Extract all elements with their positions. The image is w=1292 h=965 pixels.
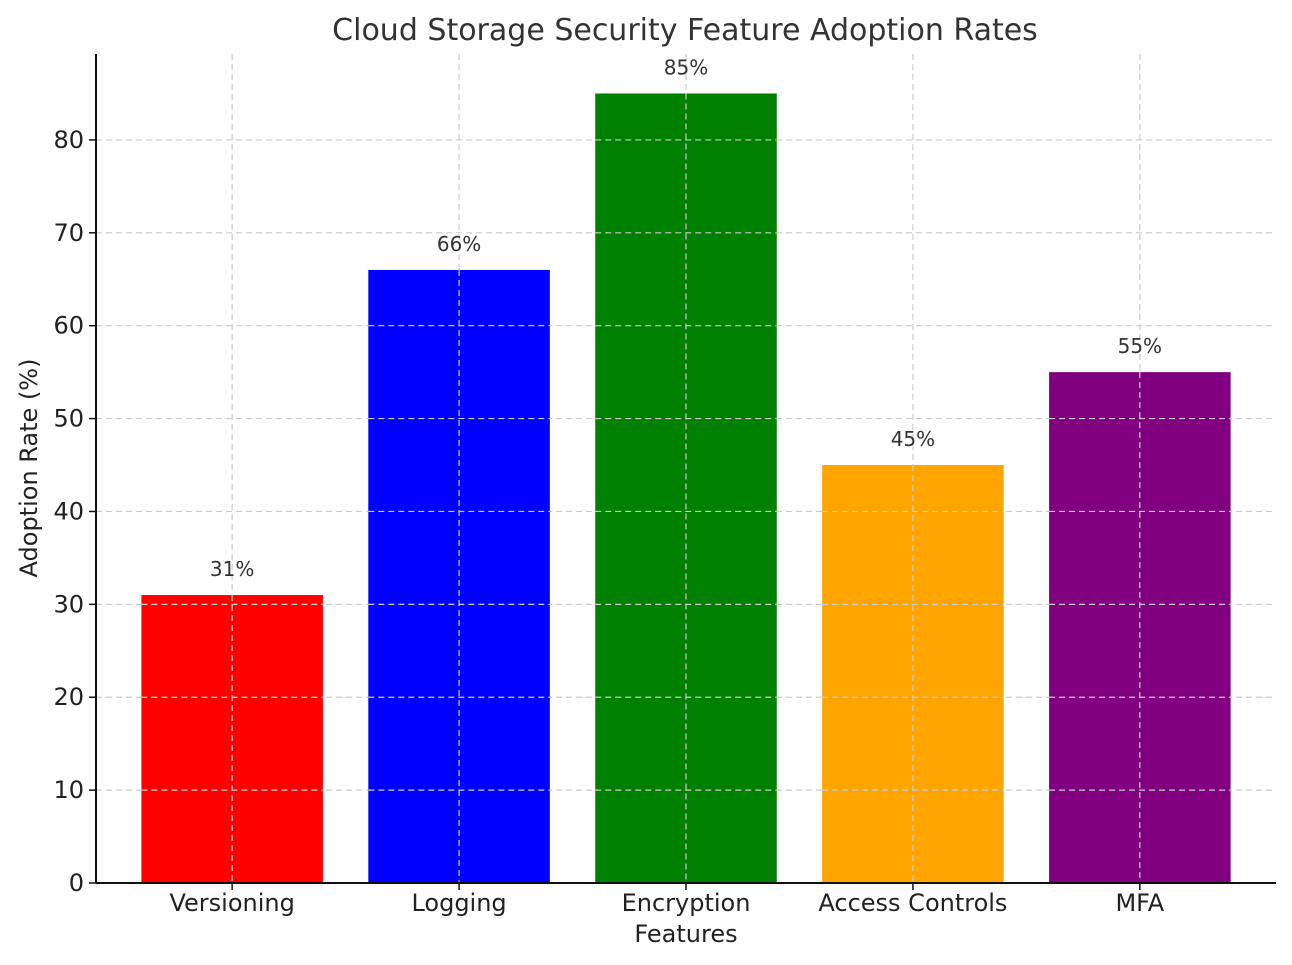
y-tick-label: 0 [69, 869, 84, 897]
y-tick-label: 70 [53, 219, 84, 247]
bar-value-label: 31% [210, 557, 254, 581]
bar-value-label: 55% [1118, 334, 1162, 358]
bars [141, 93, 1231, 883]
x-tick-label: Logging [411, 889, 506, 917]
bar-value-label: 85% [664, 55, 708, 79]
axes [89, 54, 1276, 890]
bar-value-label: 66% [437, 232, 481, 256]
y-tick-label: 40 [53, 497, 84, 525]
y-tick-label: 20 [53, 683, 84, 711]
bar-value-label: 45% [891, 427, 935, 451]
x-tick-label-line: Access Controls [818, 889, 1007, 917]
bar [822, 465, 1004, 883]
x-tick-label-line: Features [634, 920, 737, 948]
y-tick-label: 30 [53, 590, 84, 618]
x-tick-label-line: MFA [1115, 889, 1164, 917]
y-tick-label: 60 [53, 312, 84, 340]
x-tick-label: MFA [1115, 889, 1164, 917]
x-tick-label: Versioning [169, 889, 294, 917]
x-tick-label: Access Controls [818, 889, 1007, 917]
labels: 0 10 20 30 40 50 60 70 80 31% 66% 85% 45% 55% Versioni… [53, 55, 1164, 948]
y-tick-label: 80 [53, 126, 84, 154]
y-tick-label: 10 [53, 776, 84, 804]
x-tick-label: Encryption Features [622, 889, 751, 948]
chart-title: Cloud Storage Security Feature Adoption … [332, 13, 1038, 48]
x-tick-label-line: Logging [411, 889, 506, 917]
y-tick-label: 50 [53, 405, 84, 433]
x-tick-label-line: Versioning [169, 889, 294, 917]
y-axis-label: Adoption Rate (%) [15, 359, 43, 578]
x-tick-label-line: Encryption [622, 889, 751, 917]
